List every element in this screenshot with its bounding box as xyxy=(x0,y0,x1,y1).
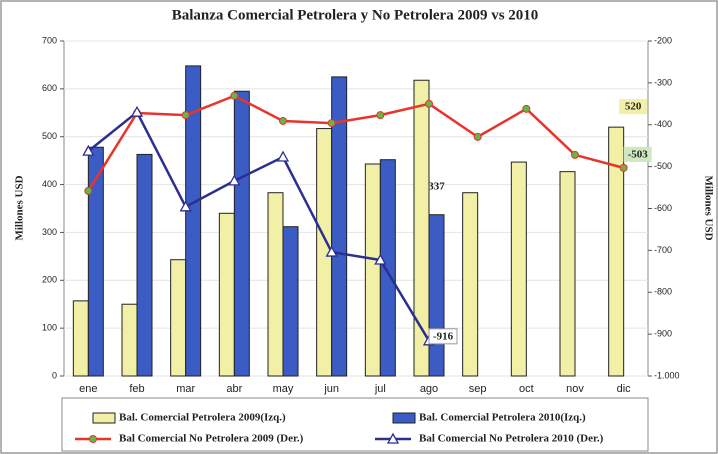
legend-box xyxy=(61,397,649,452)
bar xyxy=(87,146,104,377)
bar xyxy=(331,76,348,377)
x-tick-label: jun xyxy=(323,383,339,395)
y-tick-label: 400 xyxy=(42,179,57,189)
y2-tick-label: -200 xyxy=(654,35,672,45)
line xyxy=(87,94,624,192)
bar xyxy=(170,259,187,377)
marker xyxy=(522,104,531,113)
y-tick-label: 200 xyxy=(42,275,57,285)
y2-tick-label: -700 xyxy=(654,245,672,255)
legend-swatch xyxy=(92,412,116,424)
marker xyxy=(276,150,290,162)
y-tick-label: 300 xyxy=(42,227,57,237)
data-label: 337 xyxy=(428,180,445,192)
marker xyxy=(279,116,287,125)
legend-swatch xyxy=(392,412,416,424)
legend-label: Bal. Comercial Petrolera 2010(Izq.) xyxy=(419,412,586,424)
marker xyxy=(327,119,336,128)
marker xyxy=(82,144,95,156)
y2-tick-label: -800 xyxy=(654,287,672,297)
bar xyxy=(267,192,284,377)
x-tick-label: feb xyxy=(129,383,144,395)
bar xyxy=(510,161,527,377)
bar xyxy=(136,153,153,377)
x-tick-label: mar xyxy=(176,383,195,395)
legend-marker xyxy=(89,435,97,443)
bar xyxy=(233,90,250,377)
legend-label: Bal. Comercial Petrolera 2009(Izq.) xyxy=(119,412,286,424)
data-label: 520 xyxy=(625,101,642,113)
bar xyxy=(559,171,576,377)
marker xyxy=(325,245,338,257)
y2-tick-label: -1.000 xyxy=(654,370,680,380)
marker xyxy=(228,174,241,186)
marker xyxy=(376,111,385,120)
marker xyxy=(571,150,579,159)
marker xyxy=(425,99,433,108)
marker xyxy=(619,163,628,172)
marker xyxy=(374,253,387,265)
x-tick-label: ago xyxy=(420,383,438,395)
x-tick-label: sep xyxy=(469,383,487,395)
marker xyxy=(130,105,144,117)
y-tick-label: 700 xyxy=(42,35,57,45)
marker xyxy=(179,200,192,212)
data-label-box xyxy=(623,146,652,162)
y-tick-label: 0 xyxy=(52,370,57,380)
x-tick-label: may xyxy=(273,383,294,395)
x-tick-label: abr xyxy=(226,383,242,395)
x-tick-label: ene xyxy=(79,383,97,395)
marker xyxy=(230,91,239,100)
marker xyxy=(84,186,93,195)
y-axis-title: Millones USD xyxy=(14,175,26,240)
line xyxy=(87,110,431,342)
y2-tick-label: -300 xyxy=(654,77,672,87)
marker xyxy=(181,111,190,120)
bar xyxy=(379,159,396,377)
legend-label: Bal Comercial No Petrolera 2009 (Der.) xyxy=(119,433,304,445)
y2-tick-label: -400 xyxy=(654,119,672,129)
legend-label: Bal Comercial No Petrolera 2010 (Der.) xyxy=(419,433,604,445)
y-tick-label: 100 xyxy=(42,323,57,333)
marker xyxy=(473,132,482,141)
data-label: -503 xyxy=(628,148,649,160)
data-label: -916 xyxy=(433,330,454,342)
bar xyxy=(608,126,625,377)
x-tick-label: dic xyxy=(617,383,632,395)
x-tick-label: nov xyxy=(566,383,584,395)
chart-title: Balanza Comercial Petrolera y No Petrole… xyxy=(172,7,539,23)
y2-tick-label: -500 xyxy=(654,161,672,171)
bar xyxy=(185,65,202,377)
y-tick-label: 600 xyxy=(42,83,57,93)
data-label-box xyxy=(428,328,458,345)
bar xyxy=(282,226,299,377)
legend-marker xyxy=(386,432,400,444)
bar xyxy=(72,300,89,377)
bar xyxy=(121,303,138,377)
bar xyxy=(413,79,430,377)
x-tick-label: oct xyxy=(519,383,534,395)
y2-axis-title: Millones USD xyxy=(702,175,714,240)
data-label-box xyxy=(619,99,648,115)
y2-tick-label: -900 xyxy=(654,329,672,339)
bar xyxy=(364,163,381,377)
y2-tick-label: -600 xyxy=(654,203,672,213)
bar xyxy=(462,192,479,377)
bar xyxy=(428,214,445,377)
x-tick-label: jul xyxy=(374,383,386,395)
bar xyxy=(218,212,235,377)
y-tick-label: 500 xyxy=(42,131,57,141)
